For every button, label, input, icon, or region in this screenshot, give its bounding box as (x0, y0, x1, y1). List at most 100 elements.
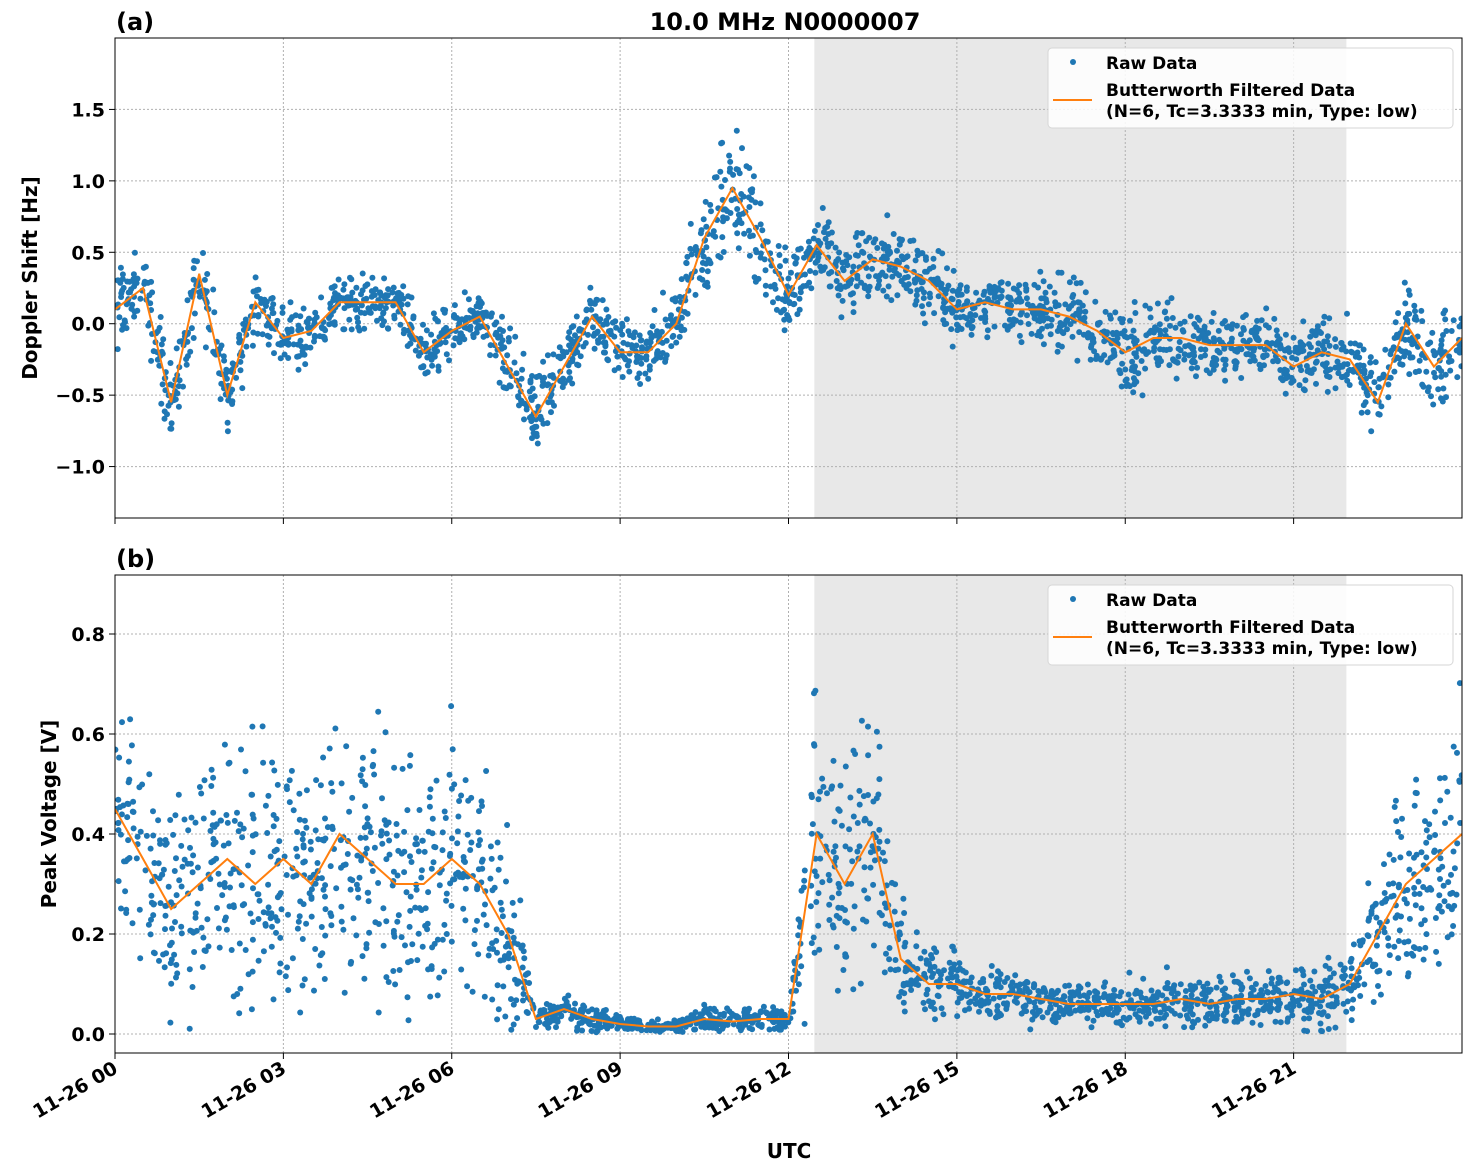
panel-a: −1.0−0.50.00.51.01.5(a)Doppler Shift [Hz… (18, 8, 1463, 524)
y-tick-label: 1.5 (71, 99, 105, 121)
raw-point (757, 221, 764, 228)
raw-point (382, 305, 389, 311)
raw-point (1456, 680, 1462, 687)
raw-point (333, 885, 340, 892)
raw-point (1163, 315, 1170, 322)
raw-point (156, 957, 162, 964)
raw-point (577, 1008, 584, 1015)
raw-point (208, 783, 215, 789)
legend-raw-label: Raw Data (1106, 591, 1197, 611)
raw-point (574, 361, 581, 368)
raw-point (1249, 1019, 1256, 1026)
raw-point (988, 963, 995, 969)
raw-point (576, 327, 583, 334)
raw-point (930, 264, 937, 270)
raw-point (267, 915, 274, 922)
raw-point (956, 960, 963, 967)
raw-point (854, 252, 861, 259)
raw-point (793, 987, 799, 994)
raw-point (286, 799, 293, 806)
raw-point (302, 361, 309, 368)
raw-point (410, 313, 417, 320)
raw-point (811, 690, 817, 697)
raw-point (1030, 984, 1037, 991)
raw-point (311, 316, 318, 323)
raw-point (396, 967, 403, 973)
raw-point (1142, 302, 1149, 309)
raw-point (923, 991, 930, 998)
raw-point (735, 1014, 742, 1021)
raw-point (175, 403, 182, 410)
raw-point (1085, 330, 1092, 337)
raw-point (719, 1025, 726, 1032)
raw-point (1007, 296, 1014, 303)
raw-point (1396, 927, 1403, 934)
raw-point (846, 826, 853, 833)
raw-point (461, 336, 468, 343)
raw-point (985, 295, 991, 302)
raw-point (865, 895, 872, 902)
raw-point (963, 315, 970, 322)
raw-point (900, 895, 907, 902)
raw-point (795, 932, 802, 939)
raw-point (1326, 965, 1333, 972)
raw-point (850, 986, 857, 993)
raw-point (797, 289, 804, 296)
raw-point (808, 830, 815, 837)
raw-point (819, 775, 826, 782)
raw-point (633, 342, 640, 349)
raw-point (810, 235, 817, 242)
legend-raw-label: Raw Data (1106, 54, 1197, 74)
raw-point (1458, 363, 1462, 370)
raw-point (1432, 808, 1438, 815)
raw-point (631, 329, 638, 336)
raw-point (764, 1010, 770, 1016)
raw-point (361, 325, 368, 332)
raw-point (566, 369, 573, 375)
raw-point (150, 912, 157, 919)
raw-point (354, 852, 361, 859)
raw-point (1357, 942, 1364, 949)
raw-point (487, 352, 494, 359)
raw-point (1418, 307, 1425, 314)
raw-point (1140, 975, 1147, 982)
raw-point (786, 317, 793, 323)
raw-point (1406, 336, 1413, 343)
raw-point (308, 886, 315, 893)
raw-point (826, 901, 833, 908)
raw-point (173, 892, 180, 899)
raw-point (638, 360, 645, 367)
raw-point (279, 309, 286, 316)
raw-point (254, 293, 260, 300)
raw-point (317, 782, 324, 789)
raw-point (734, 206, 741, 212)
raw-point (700, 216, 707, 223)
raw-point (366, 823, 373, 830)
raw-point (713, 1025, 720, 1032)
raw-point (238, 746, 244, 753)
raw-point (1228, 335, 1235, 342)
raw-point (1246, 975, 1253, 982)
raw-point (354, 886, 361, 893)
raw-point (1436, 903, 1443, 909)
raw-point (162, 926, 168, 933)
raw-point (470, 331, 477, 338)
raw-point (1248, 327, 1255, 334)
raw-point (815, 890, 822, 897)
raw-point (184, 338, 191, 345)
raw-point (805, 238, 812, 245)
raw-point (318, 294, 325, 301)
raw-point (1313, 1000, 1320, 1007)
raw-point (1410, 952, 1417, 959)
raw-point (1371, 379, 1378, 386)
raw-point (448, 785, 455, 792)
raw-point (191, 949, 198, 955)
raw-point (1418, 905, 1425, 912)
raw-point (1205, 330, 1212, 336)
raw-point (1119, 360, 1126, 367)
raw-point (300, 305, 307, 312)
raw-point (237, 821, 244, 828)
raw-point (952, 985, 959, 992)
raw-point (480, 911, 487, 918)
raw-point (178, 842, 185, 849)
